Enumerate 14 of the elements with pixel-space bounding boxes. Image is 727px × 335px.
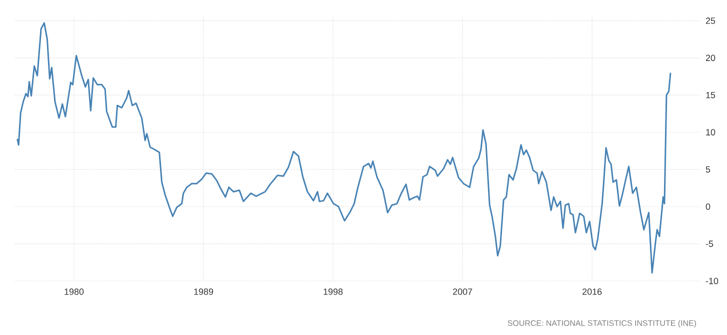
y-tick-label: 5	[706, 166, 710, 173]
y-tick-label: 15	[706, 92, 716, 98]
y-tick-label: 10	[706, 129, 716, 136]
x-tick-label: 1989	[194, 288, 214, 295]
y-tick-label: -10	[706, 278, 718, 284]
x-tick-label: 2007	[453, 288, 472, 295]
y-tick-label: -5	[706, 240, 714, 247]
x-tick-label: 1980	[64, 288, 84, 295]
line-series	[16, 22, 672, 274]
y-tick-label: 25	[706, 18, 716, 24]
y-tick-label: 20	[706, 54, 716, 62]
y-tick-label: 0	[706, 203, 710, 210]
x-tick-label: 2016	[582, 288, 602, 295]
x-tick-label: 1998	[324, 288, 343, 295]
